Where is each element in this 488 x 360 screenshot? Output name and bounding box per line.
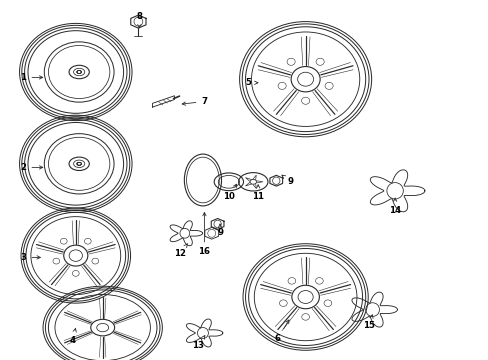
Text: 10: 10: [223, 184, 236, 201]
Text: 9: 9: [217, 224, 223, 237]
Text: 6: 6: [274, 320, 288, 343]
Text: 13: 13: [192, 336, 204, 350]
Text: 2: 2: [20, 163, 42, 172]
Text: 3: 3: [20, 253, 40, 262]
Text: 15: 15: [363, 315, 374, 330]
Text: 12: 12: [174, 244, 187, 258]
Text: 11: 11: [252, 185, 264, 201]
Text: 1: 1: [20, 73, 42, 82]
Text: 4: 4: [69, 328, 76, 345]
Text: 7: 7: [182, 97, 207, 106]
Text: 14: 14: [388, 198, 400, 215]
Text: 5: 5: [245, 78, 257, 87]
Text: 8: 8: [136, 12, 142, 28]
Text: 16: 16: [198, 212, 210, 256]
Text: 9: 9: [282, 175, 293, 186]
